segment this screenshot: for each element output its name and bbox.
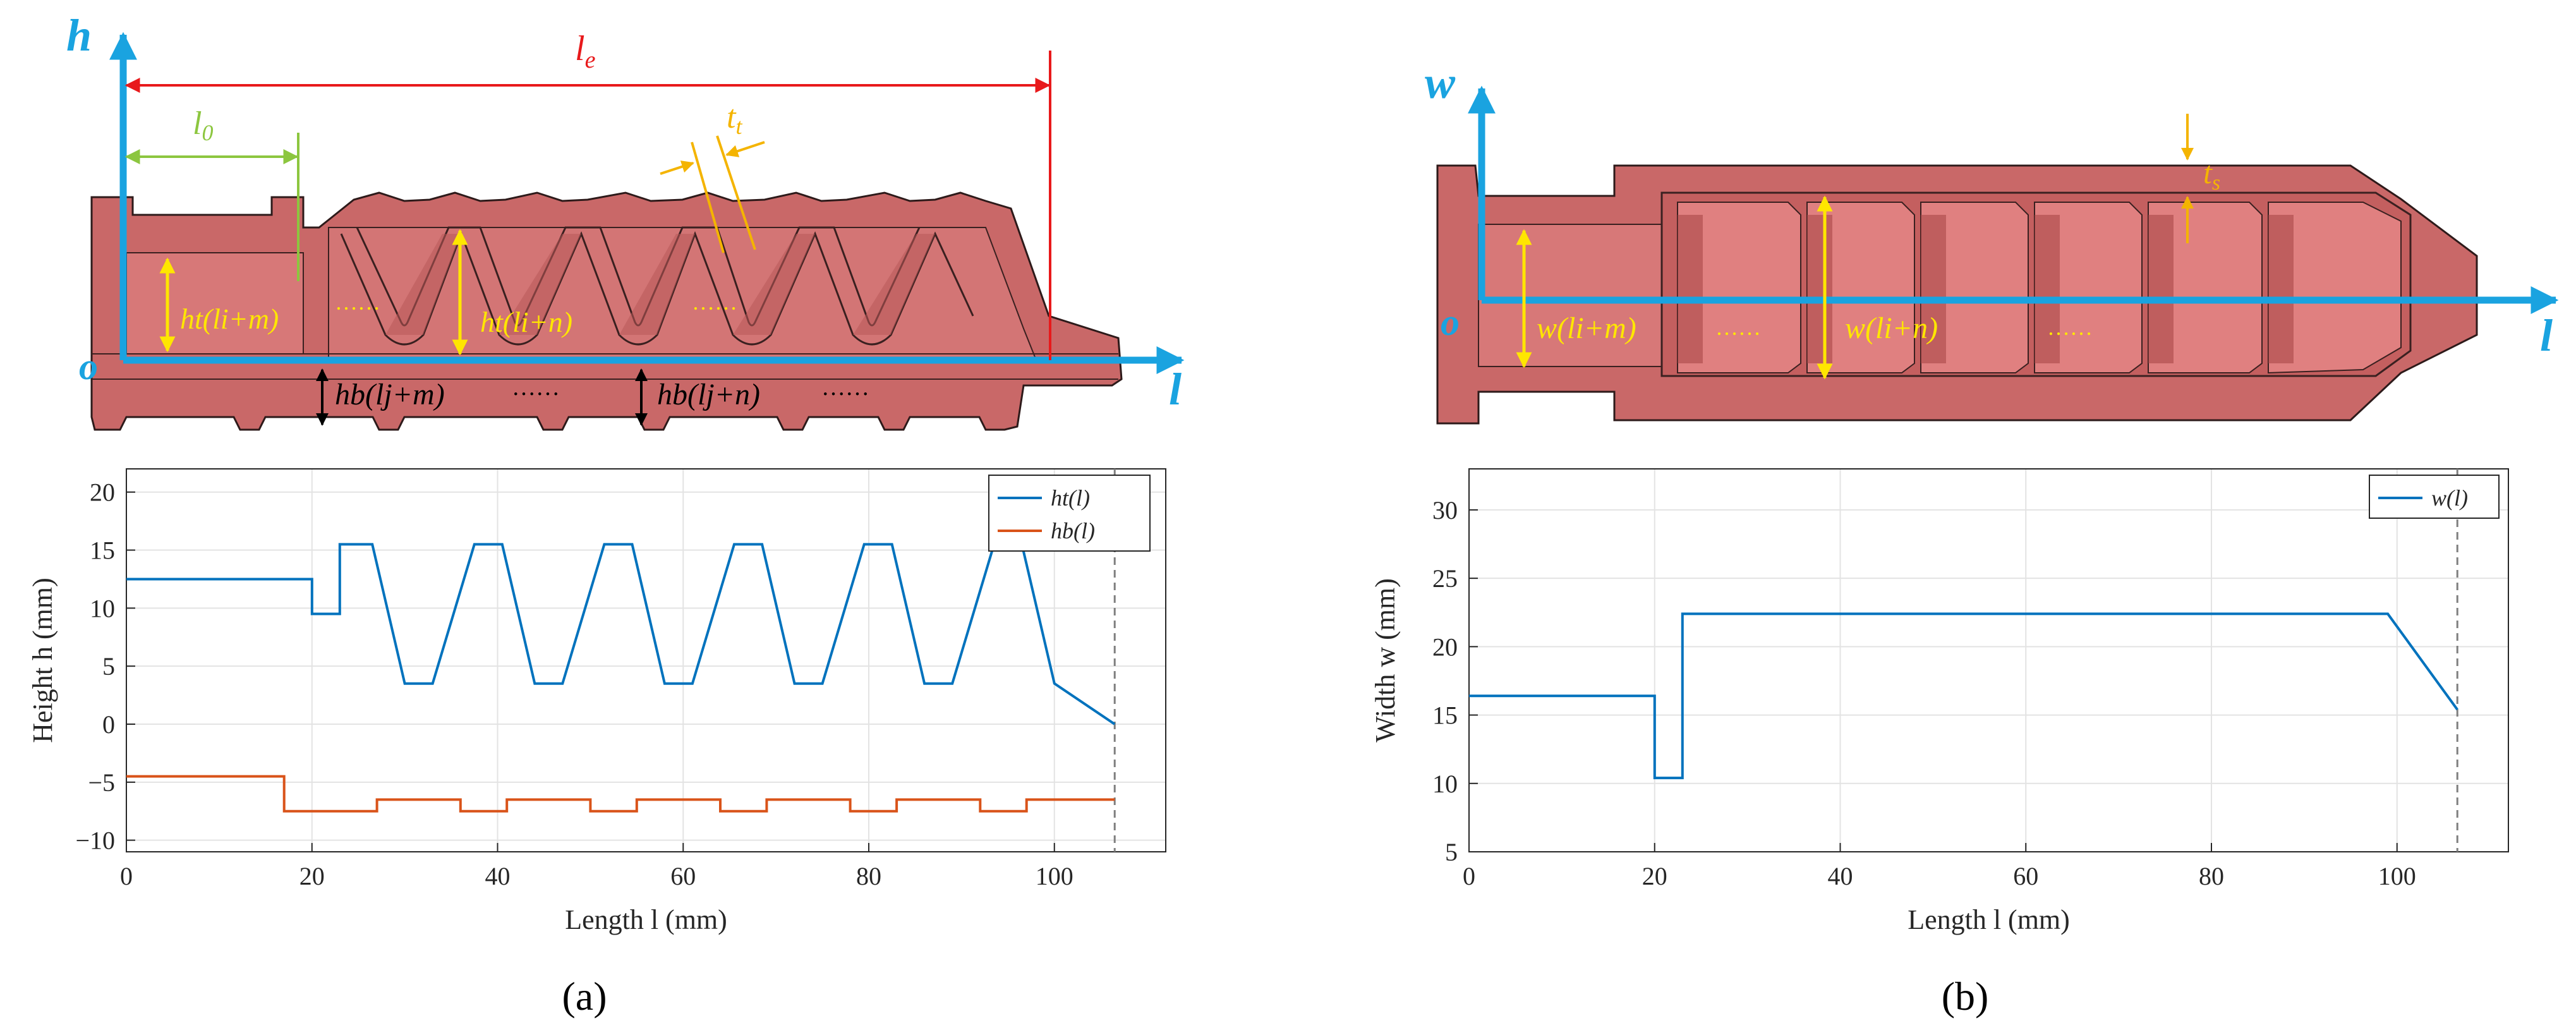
x-tick-label: 100	[1036, 862, 1073, 890]
x-axis-label: Length l (mm)	[565, 904, 727, 935]
dots-bot-left: ……	[512, 374, 560, 401]
hb-label-right: hb(lj+n)	[657, 378, 760, 411]
model-b: w l o ts w(li+m) …… w(li+n) ……	[1425, 58, 2559, 425]
panel-label-b: (b)	[1942, 974, 1989, 1019]
plot-a: 0 20 40 60 80 100 −10 −5 0 5 10 15 20 Length l (mm) He…	[27, 468, 1166, 935]
legend-box	[988, 475, 1151, 552]
ht-label-left: ht(li+m)	[180, 303, 279, 335]
y-tick-label: 5	[102, 652, 115, 681]
legend-label: ht(l)	[1051, 485, 1090, 511]
x-axis-label: Length l (mm)	[1908, 904, 2070, 935]
y-tick-label: −10	[75, 827, 115, 855]
legend: w(l)	[2369, 475, 2500, 519]
legend-label: w(l)	[2431, 485, 2468, 511]
h-axis-letter: h	[66, 10, 92, 61]
model-a: h l o le l0 tt ht(li+m) …… ht(li+n) …… h…	[66, 10, 1185, 431]
dots-top-left: ……	[335, 289, 380, 315]
plot-frame	[126, 468, 1166, 852]
origin-letter: o	[79, 346, 98, 387]
x-tick-label: 0	[1463, 862, 1475, 890]
x-tick-label: 40	[1828, 862, 1853, 890]
y-tick-label: 10	[90, 594, 115, 622]
x-tick-label: 100	[2378, 862, 2416, 890]
panel-label-a: (a)	[562, 974, 607, 1019]
dots-bot-right: ……	[821, 374, 869, 401]
origin-letter-b: o	[1441, 301, 1460, 343]
plot-area	[1469, 469, 2508, 852]
hb-label-left: hb(lj+m)	[335, 378, 445, 411]
y-tick-label: 0	[102, 710, 115, 739]
l0-label: l0	[193, 106, 213, 145]
legend: ht(l) hb(l)	[988, 475, 1151, 552]
w-axis-letter: w	[1425, 58, 1456, 108]
y-tick-label: 20	[90, 478, 115, 507]
x-tick-label: 80	[856, 862, 881, 890]
y-axis-label: Width w (mm)	[1370, 578, 1401, 742]
y-tick-label: 10	[1432, 770, 1458, 798]
x-tick-label: 80	[2199, 862, 2224, 890]
y-tick-label: 25	[1432, 564, 1458, 593]
series-line-0	[126, 543, 1116, 725]
y-tick-label: −5	[88, 768, 115, 797]
series-line-0	[1469, 612, 2458, 780]
ts-label: ts	[2203, 155, 2220, 195]
x-tick-label: 0	[120, 862, 133, 890]
y-tick-label: 15	[90, 536, 115, 565]
y-tick-label: 5	[1445, 838, 1458, 866]
y-tick-label: 30	[1432, 496, 1458, 524]
y-axis-label: Height h (mm)	[27, 578, 58, 743]
dots-left-b: ……	[1715, 315, 1761, 340]
w-label-right: w(li+n)	[1845, 312, 1938, 345]
plot-b: 0 20 40 60 80 100 5 10 15 20 25 30 Length l (mm) Widt…	[1370, 468, 2509, 935]
le-label: le	[575, 29, 596, 73]
x-tick-label: 20	[1642, 862, 1667, 890]
x-tick-label: 20	[299, 862, 325, 890]
tt-label: tt	[727, 99, 742, 139]
plot-frame	[1468, 468, 2509, 852]
legend-label: hb(l)	[1051, 518, 1095, 543]
dots-right-b: ……	[2047, 315, 2093, 340]
y-tick-label: 20	[1432, 633, 1458, 661]
dots-top-right: ……	[692, 289, 737, 315]
y-tick-label: 15	[1432, 701, 1458, 730]
w-label-left: w(li+m)	[1537, 312, 1636, 345]
x-tick-label: 60	[2013, 862, 2038, 890]
l-axis-letter: l	[1169, 364, 1182, 415]
x-tick-label: 40	[485, 862, 511, 890]
l-axis-letter-b: l	[2540, 310, 2553, 361]
x-tick-label: 60	[670, 862, 696, 890]
ht-label-right: ht(li+n)	[480, 306, 572, 338]
series-line-1	[126, 775, 1115, 813]
